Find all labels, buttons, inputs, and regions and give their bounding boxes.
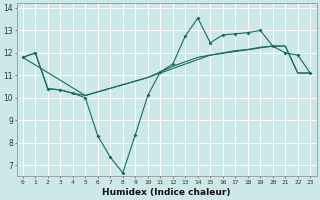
X-axis label: Humidex (Indice chaleur): Humidex (Indice chaleur) — [102, 188, 231, 197]
